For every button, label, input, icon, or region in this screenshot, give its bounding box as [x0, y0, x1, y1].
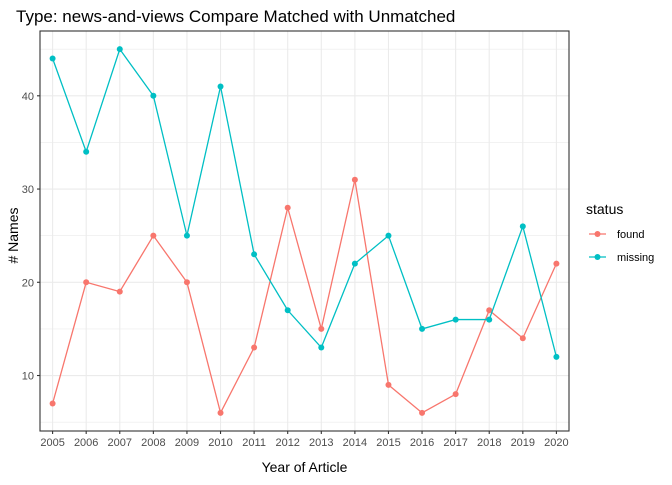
point-missing-2006	[83, 148, 90, 155]
x-tick-label: 2010	[208, 437, 232, 449]
x-tick-label: 2005	[40, 437, 64, 449]
point-missing-2008	[150, 92, 157, 99]
point-found-2020	[553, 260, 560, 267]
point-missing-2005	[49, 55, 56, 62]
legend-label-found: found	[617, 229, 645, 241]
legend-key-point-missing	[594, 254, 601, 260]
point-missing-2009	[183, 232, 190, 239]
chart-title: Type: news-and-views Compare Matched wit…	[16, 7, 455, 26]
x-tick-label: 2008	[141, 437, 165, 449]
panel-background	[40, 31, 569, 431]
x-tick-label: 2019	[511, 437, 535, 449]
point-missing-2011	[251, 251, 258, 258]
point-found-2011	[251, 344, 258, 351]
x-tick-label: 2014	[343, 437, 367, 449]
point-missing-2015	[385, 232, 392, 239]
legend-key-point-found	[594, 231, 601, 237]
point-missing-2010	[217, 83, 224, 90]
point-missing-2018	[486, 316, 493, 323]
legend-label-missing: missing	[617, 252, 654, 264]
x-tick-label: 2006	[74, 437, 98, 449]
point-found-2012	[284, 204, 291, 211]
point-found-2013	[318, 325, 325, 332]
point-missing-2019	[519, 223, 526, 230]
y-tick-label: 10	[22, 371, 34, 383]
x-tick-label: 2020	[544, 437, 568, 449]
point-missing-2007	[116, 46, 123, 53]
x-tick-label: 2018	[477, 437, 501, 449]
point-missing-2013	[318, 344, 325, 351]
x-tick-label: 2016	[410, 437, 434, 449]
point-found-2009	[183, 279, 190, 286]
point-missing-2017	[452, 316, 459, 323]
point-found-2008	[150, 232, 157, 239]
point-missing-2012	[284, 307, 291, 314]
point-found-2019	[519, 335, 526, 342]
point-missing-2014	[351, 260, 358, 267]
y-tick-label: 30	[22, 184, 34, 196]
x-tick-label: 2011	[242, 437, 266, 449]
point-found-2014	[351, 176, 358, 183]
x-tick-label: 2009	[175, 437, 199, 449]
x-tick-label: 2015	[376, 437, 400, 449]
x-tick-label: 2013	[309, 437, 333, 449]
legend: status found missing	[586, 201, 654, 264]
x-axis-label: Year of Article	[262, 459, 348, 475]
y-axis-label: # Names	[5, 207, 21, 263]
point-found-2006	[83, 279, 90, 286]
point-missing-2016	[419, 325, 426, 332]
point-found-2017	[452, 391, 459, 398]
point-found-2010	[217, 409, 224, 416]
point-missing-2020	[553, 353, 560, 360]
point-found-2015	[385, 381, 392, 388]
series-line-missing	[51, 47, 558, 358]
plot-panel: 10 20 30 40 2005 2006 2007 2008 2009 2010 2011 2012…	[22, 30, 570, 449]
point-found-2005	[49, 400, 56, 407]
legend-title: status	[586, 201, 623, 217]
point-found-2007	[116, 288, 123, 295]
point-found-2016	[419, 409, 426, 416]
y-tick-label: 20	[22, 277, 34, 289]
x-tick-label: 2012	[275, 437, 299, 449]
point-found-2018	[486, 307, 493, 314]
series-line-found	[51, 179, 557, 415]
x-tick-label: 2017	[443, 437, 467, 449]
y-tick-label: 40	[22, 91, 34, 103]
panel-border	[39, 30, 570, 432]
x-tick-label: 2007	[108, 437, 132, 449]
